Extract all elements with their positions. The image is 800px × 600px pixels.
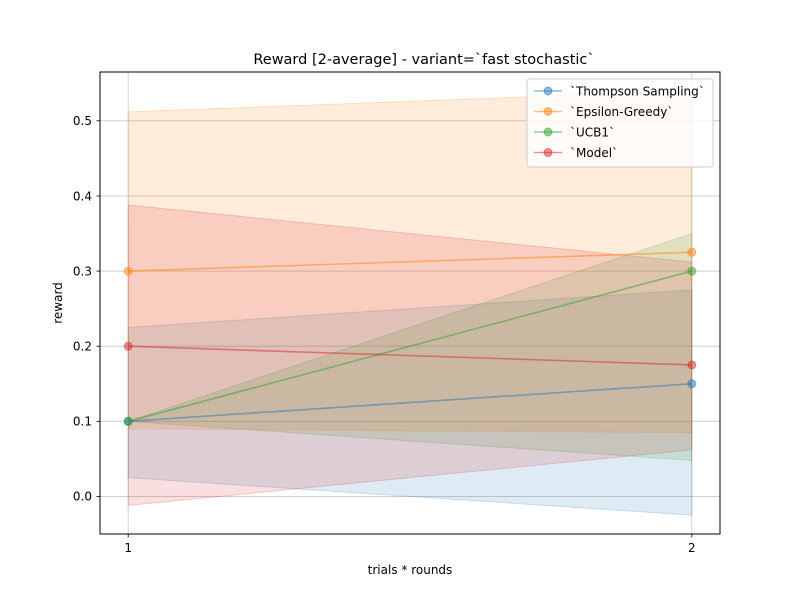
x-axis-label: trials * rounds — [368, 563, 453, 577]
series-line — [127, 270, 693, 423]
legend: `Thompson Sampling` `Epsilon-Greedy` `UCB1… — [526, 78, 714, 168]
series-line — [128, 382, 692, 423]
y-tick-label: 0.2 — [73, 339, 92, 353]
legend-swatch-marker — [543, 148, 553, 157]
y-axis-label: reward — [51, 282, 65, 324]
series-lines — [123, 247, 697, 426]
axis-ticks: 0.0 0.1 0.2 0.3 0.4 0.5 1 2 — [73, 114, 696, 555]
y-tick-label: 0.5 — [73, 114, 92, 128]
legend-label: `UCB1` — [570, 125, 615, 139]
data-point — [123, 416, 133, 426]
data-point — [687, 266, 697, 276]
legend-label: `Model` — [570, 146, 618, 160]
data-point — [123, 341, 133, 351]
x-tick-label: 2 — [688, 541, 696, 555]
data-point — [687, 247, 697, 257]
data-point — [123, 266, 133, 276]
series-line — [128, 345, 692, 366]
legend-swatch-marker — [543, 86, 553, 96]
plot-frame — [99, 71, 721, 535]
legend-swatch-marker — [543, 107, 553, 116]
data-point — [687, 360, 697, 370]
y-tick-label: 0.1 — [73, 415, 92, 429]
y-tick-label: 0.3 — [73, 264, 92, 278]
series-line — [128, 251, 692, 272]
legend-swatch-marker — [543, 127, 553, 137]
y-tick-label: 0.4 — [73, 189, 92, 203]
legend-box — [526, 78, 714, 168]
legend-label: `Thompson Sampling` — [570, 84, 705, 98]
y-tick-label: 0.0 — [73, 490, 92, 504]
x-tick-label: 1 — [124, 541, 132, 555]
chart-title: Reward [2-average] - variant=`fast stoch… — [253, 52, 594, 68]
legend-label: `Epsilon-Greedy` — [570, 105, 673, 119]
data-point — [687, 379, 697, 389]
